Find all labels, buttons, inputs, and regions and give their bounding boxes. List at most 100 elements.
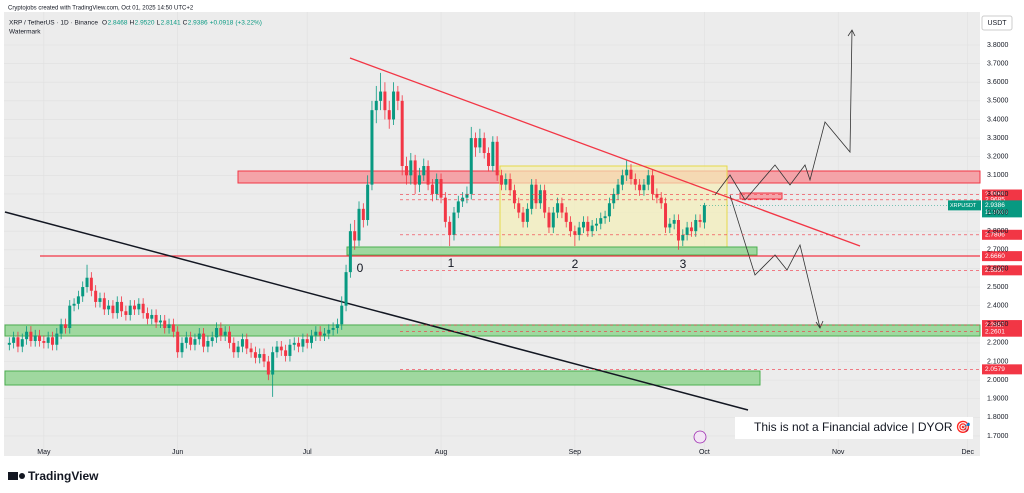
candle-body <box>249 348 253 353</box>
candle-body <box>7 342 11 345</box>
candle-body <box>154 314 158 323</box>
candle-body <box>253 352 257 358</box>
candle-body <box>646 175 650 185</box>
candle-body <box>387 110 391 120</box>
arrow-head <box>815 320 824 329</box>
y-tick-label: 2.5000 <box>987 284 1009 291</box>
brand: TradingView <box>28 469 99 483</box>
candle-body <box>219 327 223 336</box>
candle-body <box>210 337 214 342</box>
candle-body <box>577 227 581 235</box>
candle-body <box>55 333 59 345</box>
candle-body <box>676 220 680 241</box>
candle-body <box>85 277 89 288</box>
candle-body <box>150 314 154 319</box>
candle-body <box>702 205 706 223</box>
candle-body <box>107 305 111 310</box>
level-label: 2.9685 <box>985 197 1005 204</box>
candle-body <box>638 184 642 191</box>
candle-body <box>672 220 676 224</box>
candle-body <box>573 231 577 235</box>
level-tag <box>982 194 1022 205</box>
candle-body <box>590 225 594 232</box>
y-tick-label: 2.1000 <box>987 358 1009 365</box>
candle-body <box>521 212 525 222</box>
level-tag <box>982 189 1022 200</box>
candle-body <box>318 331 322 336</box>
change: +0.0918 <box>210 20 234 27</box>
y-tick-label: 2.9000 <box>987 209 1009 216</box>
candle-body <box>133 305 137 310</box>
candle-body <box>495 141 499 176</box>
candle-body <box>288 344 292 356</box>
candle-body <box>331 327 335 330</box>
header: XRP / TetherUS · 1D · Binance O 2.8468 H 2.9… <box>9 20 262 27</box>
y-tick-label: 2.0000 <box>987 377 1009 384</box>
level-label: 2.5897 <box>985 267 1005 274</box>
candle-body <box>81 287 85 297</box>
candle-body <box>297 342 301 347</box>
candle-body <box>448 221 452 235</box>
candle-body <box>456 201 460 213</box>
x-tick-label: Aug <box>435 449 448 456</box>
candle-body <box>145 313 149 319</box>
candle-body <box>409 160 413 176</box>
candle-body <box>236 346 240 353</box>
x-tick-label: Jun <box>172 449 183 456</box>
candle-body <box>530 184 534 209</box>
candle-body <box>94 290 98 302</box>
currency: USDT <box>987 20 1007 27</box>
candle-body <box>374 100 378 111</box>
candle-body <box>63 324 67 328</box>
candle-body <box>698 220 702 222</box>
last-price-name: XRPUSDT <box>950 203 977 209</box>
candle-body <box>262 354 266 362</box>
candle-body <box>42 341 46 343</box>
y-tick-label: 2.7000 <box>987 247 1009 254</box>
candle-body <box>223 331 227 336</box>
candle-body <box>202 333 206 347</box>
candle-body <box>357 208 361 241</box>
candle-body <box>616 184 620 194</box>
candle-body <box>491 141 495 167</box>
level-tag <box>982 265 1022 276</box>
candle-body <box>478 138 482 148</box>
candle-body <box>137 303 141 310</box>
plot-background <box>4 12 980 456</box>
candle-body <box>366 184 370 221</box>
ohlc-value: 2.9386 <box>188 20 208 27</box>
y-tick-label: 2.3000 <box>987 321 1009 328</box>
candle-body <box>141 303 145 314</box>
candle-body <box>651 175 655 194</box>
ohlc-letter: C <box>183 20 188 27</box>
candle-body <box>292 342 296 345</box>
candle-body <box>534 184 538 204</box>
candle-body <box>469 138 473 194</box>
change-percent: (+3.22%) <box>235 20 262 27</box>
candle-body <box>258 354 262 358</box>
candle-body <box>189 337 193 345</box>
ohlc-value: 2.8468 <box>108 20 128 27</box>
candle-body <box>344 272 348 306</box>
y-tick-label: 3.0000 <box>987 191 1009 198</box>
candle-body <box>314 331 318 336</box>
y-tick-label: 3.6000 <box>987 79 1009 86</box>
level-label: 2.0579 <box>985 366 1005 373</box>
candle-body <box>353 231 357 241</box>
candle-body <box>379 91 383 101</box>
candle-body <box>659 197 663 204</box>
candle-body <box>413 160 417 185</box>
x-tick-label: Oct <box>699 449 710 456</box>
candle-body <box>29 331 33 342</box>
candle-body <box>68 305 72 328</box>
candle-body <box>275 346 279 353</box>
candle-body <box>111 305 115 314</box>
support-zone <box>4 324 981 337</box>
candle-body <box>361 208 365 221</box>
y-tick-label: 2.4000 <box>987 302 1009 309</box>
y-tick-label: 3.7000 <box>987 60 1009 67</box>
candle-body <box>582 221 586 228</box>
candle-body <box>620 175 624 185</box>
